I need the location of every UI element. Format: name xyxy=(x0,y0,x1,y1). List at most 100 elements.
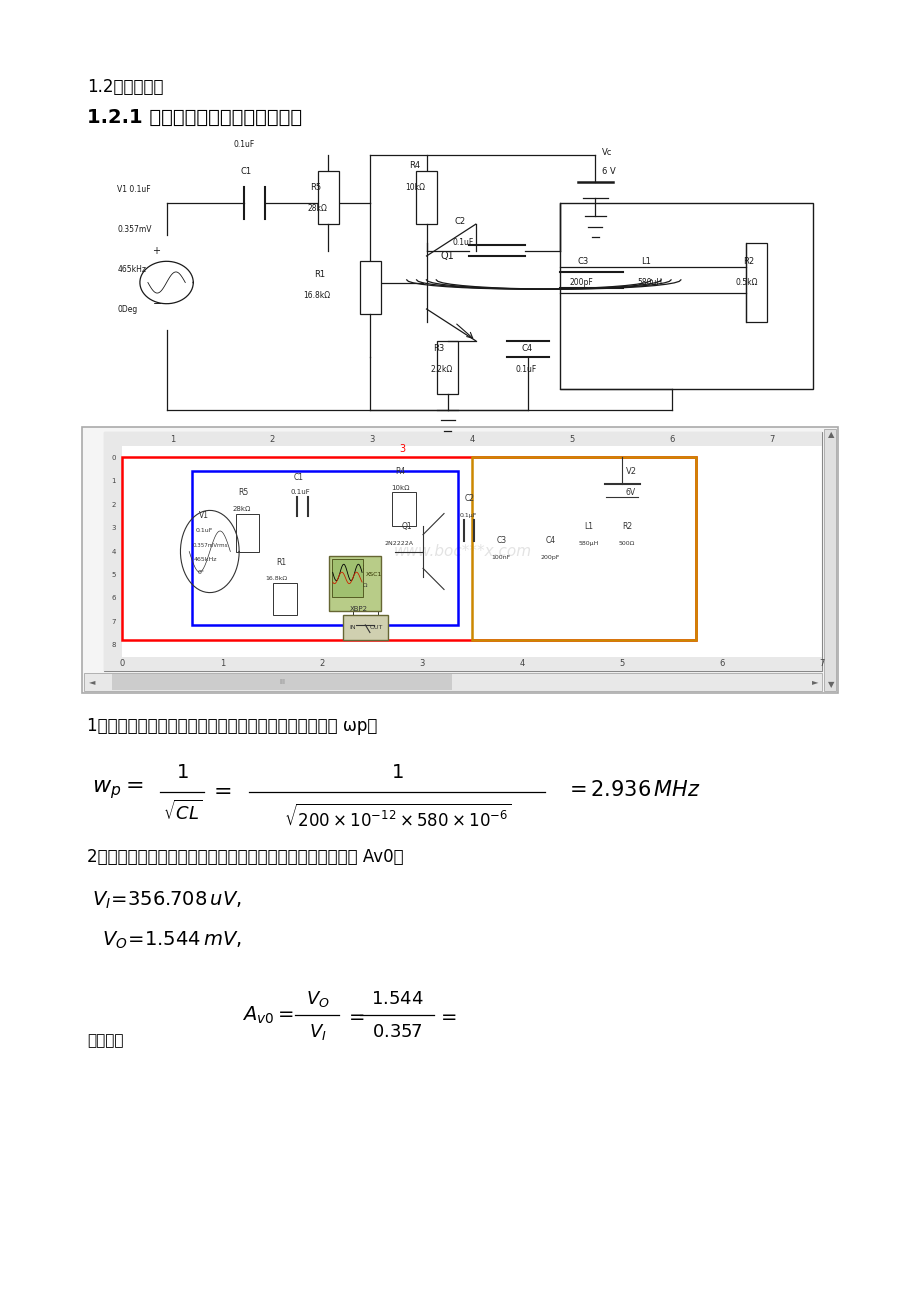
Text: 6V: 6V xyxy=(625,488,635,497)
Text: $\sqrt{CL}$: $\sqrt{CL}$ xyxy=(163,799,202,824)
Text: R1: R1 xyxy=(276,557,286,566)
Text: C2: C2 xyxy=(454,217,465,227)
Text: 3: 3 xyxy=(419,660,425,668)
Text: 0.1uF: 0.1uF xyxy=(196,527,213,533)
Text: 28kΩ: 28kΩ xyxy=(233,506,251,512)
Text: 6: 6 xyxy=(111,595,116,602)
Text: 16.8kΩ: 16.8kΩ xyxy=(303,292,330,301)
Text: R2: R2 xyxy=(742,256,753,266)
Bar xyxy=(745,242,766,323)
Text: $=2.936\,MHz$: $=2.936\,MHz$ xyxy=(565,780,700,799)
Text: OUT: OUT xyxy=(369,625,383,630)
Text: $=$: $=$ xyxy=(209,780,232,799)
Bar xyxy=(823,428,834,691)
Text: 2N2222A: 2N2222A xyxy=(384,540,414,546)
Bar xyxy=(342,615,388,641)
Text: 1: 1 xyxy=(111,478,116,484)
Text: L1: L1 xyxy=(584,522,592,531)
Text: 0.5kΩ: 0.5kΩ xyxy=(735,279,757,286)
Text: 2: 2 xyxy=(319,660,324,668)
Text: R2: R2 xyxy=(621,522,631,531)
Text: ◄: ◄ xyxy=(89,677,96,686)
Text: 6: 6 xyxy=(668,435,674,444)
Bar xyxy=(272,583,297,615)
Text: 8: 8 xyxy=(111,642,116,648)
Text: 580µH: 580µH xyxy=(578,540,598,546)
Text: L1: L1 xyxy=(641,256,650,266)
Text: +: + xyxy=(153,246,160,255)
Text: 2: 2 xyxy=(111,501,116,508)
Text: $A_{v0}=$: $A_{v0}=$ xyxy=(242,1004,294,1026)
Text: V1: V1 xyxy=(199,512,210,519)
Text: 28kΩ: 28kΩ xyxy=(307,204,326,212)
Text: V1 0.1uF: V1 0.1uF xyxy=(118,185,151,194)
Text: 10kΩ: 10kΩ xyxy=(405,182,425,191)
Text: $0.357$: $0.357$ xyxy=(371,1023,423,1042)
Text: C3: C3 xyxy=(577,256,588,266)
Text: 16.8kΩ: 16.8kΩ xyxy=(266,577,288,582)
Text: R3: R3 xyxy=(354,564,365,573)
Text: www.boc***x.com: www.boc***x.com xyxy=(393,544,531,559)
Text: 1.2、实验内容: 1.2、实验内容 xyxy=(87,78,164,96)
Text: 3: 3 xyxy=(111,525,116,531)
Text: 0: 0 xyxy=(111,454,116,461)
Text: 0: 0 xyxy=(119,660,125,668)
Text: 7: 7 xyxy=(111,618,116,625)
Bar xyxy=(391,492,415,526)
Text: R4: R4 xyxy=(409,161,420,171)
Text: 4: 4 xyxy=(111,548,116,555)
Bar xyxy=(560,203,812,388)
Text: 0°: 0° xyxy=(197,570,204,575)
Bar xyxy=(359,262,380,314)
Text: 4: 4 xyxy=(469,435,474,444)
Bar xyxy=(471,457,695,641)
Text: ▼: ▼ xyxy=(827,681,834,690)
Text: 0.1uF: 0.1uF xyxy=(516,366,537,375)
Bar xyxy=(83,427,836,693)
Text: $V_O\!=\!1.544\,mV,$: $V_O\!=\!1.544\,mV,$ xyxy=(102,930,242,950)
Text: ▲: ▲ xyxy=(827,431,834,440)
Bar xyxy=(104,432,821,447)
Text: 0.357mV: 0.357mV xyxy=(118,225,152,234)
Bar xyxy=(192,471,458,625)
Text: 6: 6 xyxy=(719,660,723,668)
Text: C4: C4 xyxy=(521,344,532,353)
Text: 0.1uF: 0.1uF xyxy=(233,141,255,150)
Text: $V_O$: $V_O$ xyxy=(305,990,329,1009)
Text: 5: 5 xyxy=(569,435,573,444)
Text: 5: 5 xyxy=(618,660,624,668)
Text: 200pF: 200pF xyxy=(540,556,560,560)
Text: $1$: $1$ xyxy=(176,763,188,781)
Text: $V_I\!=\!356.708\,uV,$: $V_I\!=\!356.708\,uV,$ xyxy=(92,889,242,910)
Text: Vc: Vc xyxy=(602,148,612,158)
Text: R5: R5 xyxy=(311,182,322,191)
Text: C4: C4 xyxy=(545,536,555,546)
Bar xyxy=(332,559,363,598)
Text: 2.2kΩ: 2.2kΩ xyxy=(429,366,452,375)
Text: $\sqrt{200\times10^{-12}\times580\times10^{-6}}$: $\sqrt{200\times10^{-12}\times580\times1… xyxy=(283,803,511,831)
Text: IN: IN xyxy=(349,625,356,630)
Text: 0Deg: 0Deg xyxy=(118,305,138,314)
Text: 1: 1 xyxy=(169,435,175,444)
Text: 100nF: 100nF xyxy=(491,556,509,560)
Bar xyxy=(415,171,437,224)
Text: $w_p=$: $w_p=$ xyxy=(92,779,143,802)
Text: $=$: $=$ xyxy=(437,1005,457,1025)
Text: 465kHz: 465kHz xyxy=(118,264,146,273)
Text: 0.357mVrms: 0.357mVrms xyxy=(192,543,228,548)
Bar xyxy=(112,674,452,690)
Text: $V_I$: $V_I$ xyxy=(308,1022,326,1042)
Bar xyxy=(437,341,458,393)
Text: 2: 2 xyxy=(269,435,275,444)
Bar xyxy=(104,432,821,671)
Text: 2.2kΩ: 2.2kΩ xyxy=(349,583,368,587)
Text: 465kHz: 465kHz xyxy=(194,557,217,562)
Text: ►: ► xyxy=(811,677,818,686)
Text: 6 V: 6 V xyxy=(602,167,616,176)
Bar xyxy=(328,556,380,611)
Text: Q1: Q1 xyxy=(440,251,454,260)
Text: C3: C3 xyxy=(496,536,506,546)
Text: 5: 5 xyxy=(111,572,116,578)
Text: C1: C1 xyxy=(240,167,251,176)
Text: 7: 7 xyxy=(768,435,774,444)
